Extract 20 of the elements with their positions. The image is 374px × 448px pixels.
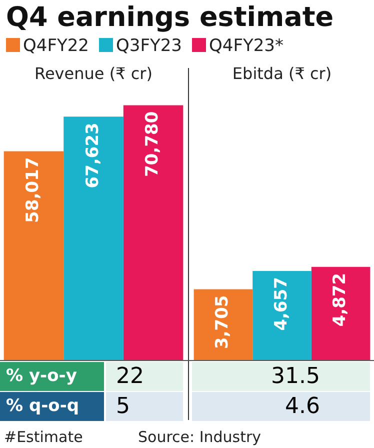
text: 4.6 — [192, 392, 370, 421]
data-label: 67,623 — [82, 122, 103, 188]
data-label: 58,017 — [23, 157, 44, 223]
text: 31.5 — [192, 362, 370, 391]
chart-title: Q4 earnings estimate — [6, 2, 334, 33]
text: % y-o-y — [0, 362, 104, 391]
legend-label: Q3FY23 — [115, 36, 182, 56]
data-label: 70,780 — [142, 111, 163, 177]
legend-label: Q4FY22 — [22, 36, 89, 56]
data-label: 3,705 — [212, 295, 233, 349]
chart-subtitle: Revenue (₹ cr) — [34, 64, 154, 83]
source-note: Source: Industry — [138, 428, 262, 446]
chart-title: Ebitda (₹ cr) — [231, 64, 333, 83]
text: #Estimate — [4, 428, 83, 446]
legend-label: Q4FY23* — [208, 36, 284, 56]
text: % q-o-q — [0, 392, 104, 421]
data-label: 4,657 — [271, 277, 292, 331]
text: 22 — [106, 362, 183, 391]
text: 5 — [106, 392, 183, 421]
data-label: 4,872 — [330, 272, 350, 327]
